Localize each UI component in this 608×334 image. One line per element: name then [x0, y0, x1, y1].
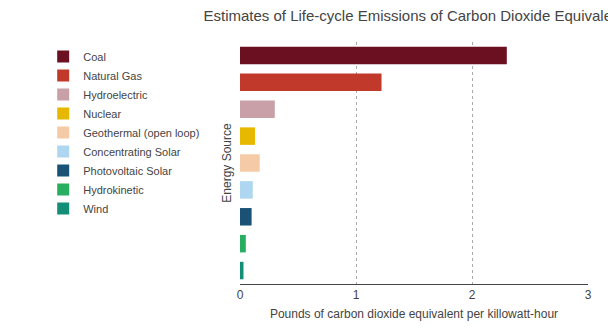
- svg-text:Concentrating Solar: Concentrating Solar: [83, 146, 181, 158]
- svg-text:1: 1: [353, 288, 360, 302]
- svg-text:Estimates of Life-cycle Emissi: Estimates of Life-cycle Emissions of Car…: [203, 7, 608, 24]
- svg-text:Wind: Wind: [83, 203, 108, 215]
- svg-text:Coal: Coal: [83, 51, 106, 63]
- svg-text:0: 0: [237, 288, 244, 302]
- svg-text:Natural Gas: Natural Gas: [83, 70, 142, 82]
- svg-text:Hydrokinetic: Hydrokinetic: [83, 184, 144, 196]
- svg-text:Nuclear: Nuclear: [83, 108, 121, 120]
- svg-text:3: 3: [585, 288, 592, 302]
- svg-text:Energy Source: Energy Source: [220, 123, 234, 203]
- svg-text:Geothermal (open loop): Geothermal (open loop): [83, 127, 199, 139]
- svg-text:Hydroelectric: Hydroelectric: [83, 89, 148, 101]
- svg-text:2: 2: [469, 288, 476, 302]
- svg-text:Photovoltaic Solar: Photovoltaic Solar: [83, 165, 172, 177]
- svg-text:Pounds of carbon dioxide equiv: Pounds of carbon dioxide equivalent per …: [270, 307, 558, 321]
